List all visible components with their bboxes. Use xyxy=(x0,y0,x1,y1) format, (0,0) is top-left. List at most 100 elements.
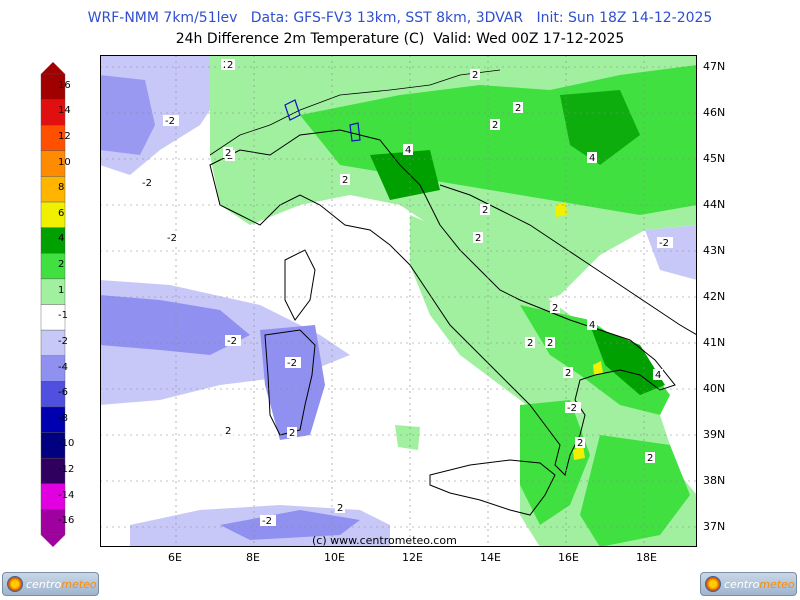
contour-label: -2 xyxy=(165,116,175,127)
legend-cell xyxy=(40,201,66,228)
legend-cell xyxy=(40,278,66,305)
contour-label: 2 xyxy=(227,60,233,71)
legend-label: -2 xyxy=(58,335,68,347)
contour-label-bg xyxy=(480,204,490,215)
contour-label: 2 xyxy=(547,338,553,349)
national-border xyxy=(209,69,501,156)
contour-label: 2 xyxy=(225,426,231,437)
longitude-label: 6E xyxy=(168,551,182,564)
warm-plus4-balkans xyxy=(560,90,640,165)
contour-label-bg xyxy=(653,369,663,380)
longitude-label: 8E xyxy=(246,551,260,564)
legend-label: -12 xyxy=(58,463,75,475)
contour-label-bg xyxy=(587,152,597,163)
legend-bar xyxy=(40,62,66,547)
contour-label: -2 xyxy=(567,403,577,414)
map-frame xyxy=(100,55,697,547)
legend-label: -14 xyxy=(58,489,75,501)
contour-label: 2 xyxy=(552,303,558,314)
latitude-label: 38N xyxy=(703,474,726,487)
contour-label: 2 xyxy=(647,453,653,464)
cold-core-nw xyxy=(100,75,155,155)
legend-label: -4 xyxy=(58,361,68,373)
warm-plus4-po-delta xyxy=(370,150,440,200)
italy-coastline xyxy=(209,129,676,476)
longitude-label: 10E xyxy=(324,551,345,564)
legend-cell xyxy=(40,99,66,126)
warm-plus6-apulia xyxy=(593,361,603,375)
logo-globe-icon xyxy=(705,576,721,592)
warm-plus4-apulia xyxy=(590,325,665,395)
legend-label: 1 xyxy=(58,284,65,296)
legend-cell xyxy=(40,406,66,433)
latitude-label: 42N xyxy=(703,290,726,303)
warm-plus6-calabria xyxy=(573,445,585,460)
contour-label: -2 xyxy=(142,178,152,189)
contour-label: -2 xyxy=(287,358,297,369)
contour-label: -2 xyxy=(659,238,669,249)
contour-label: 2 xyxy=(527,338,533,349)
contour-label: 2 xyxy=(492,120,498,131)
contour-label: 2 xyxy=(475,233,481,244)
cold-core-south xyxy=(220,510,360,540)
legend-label: 16 xyxy=(58,79,71,91)
color-legend xyxy=(35,62,80,547)
contour-label: 2 xyxy=(337,503,343,514)
contour-label-bg xyxy=(490,119,500,130)
contour-label-bg xyxy=(550,302,560,313)
contour-label-bg xyxy=(285,357,301,368)
contour-label: 2 xyxy=(565,368,571,379)
contour-label-bg xyxy=(525,337,535,348)
contour-label: 2 xyxy=(482,205,488,216)
contour-label-bg xyxy=(223,147,233,158)
legend-label: 8 xyxy=(58,182,65,194)
latitude-label: 44N xyxy=(703,198,726,211)
legend-cell xyxy=(40,432,66,459)
contour-label-bg xyxy=(473,232,483,243)
legend-arrow-top xyxy=(41,62,65,74)
latitude-label: 43N xyxy=(703,244,726,257)
contour-label-bg xyxy=(565,402,581,413)
legend-cell xyxy=(40,381,66,408)
warm-plus2-ionian xyxy=(580,435,690,547)
warm-spot-tyrrhenian xyxy=(395,425,420,450)
legend-label: -1 xyxy=(58,310,68,322)
longitude-label: 16E xyxy=(558,551,579,564)
lake-garda xyxy=(349,122,361,142)
longitude-label: 12E xyxy=(402,551,423,564)
legend-cell xyxy=(40,176,66,203)
contour-label: 4 xyxy=(589,153,595,164)
contour-label-bg xyxy=(470,69,480,80)
warm-plus6-croatia xyxy=(555,202,567,217)
legend-cell xyxy=(40,227,66,254)
logo-right[interactable]: centrometeo xyxy=(700,572,797,596)
corsica-coastline xyxy=(284,249,316,321)
logo-left[interactable]: centrometeo xyxy=(2,572,99,596)
contour-label-bg xyxy=(645,452,655,463)
latitude-label: 46N xyxy=(703,106,726,119)
lake-maggiore xyxy=(284,99,301,121)
sicily-coastline xyxy=(429,459,556,516)
contour-label: 2 xyxy=(342,175,348,186)
logo-text: centrometeo xyxy=(724,577,795,591)
contour-label-bg xyxy=(340,174,350,185)
field-header: 24h Difference 2m Temperature (C) Valid:… xyxy=(175,31,625,47)
model-header: WRF-NMM 7km/51lev Data: GFS-FV3 13km, SS… xyxy=(87,10,713,26)
legend-cell xyxy=(40,150,66,177)
legend-label: 10 xyxy=(58,156,71,168)
longitude-label: 14E xyxy=(480,551,501,564)
logo-text: centrometeo xyxy=(26,577,97,591)
contour-label-bg xyxy=(223,425,233,436)
contour-label-bg xyxy=(225,335,241,346)
contour-label: 4 xyxy=(589,320,595,331)
latitude-label: 45N xyxy=(703,152,726,165)
latitude-label: 40N xyxy=(703,382,726,395)
legend-cell xyxy=(40,509,66,536)
legend-cell xyxy=(40,253,66,280)
legend-label: -10 xyxy=(58,438,75,450)
contour-label: 2 xyxy=(225,148,231,159)
contour-label: -2 xyxy=(262,516,272,527)
